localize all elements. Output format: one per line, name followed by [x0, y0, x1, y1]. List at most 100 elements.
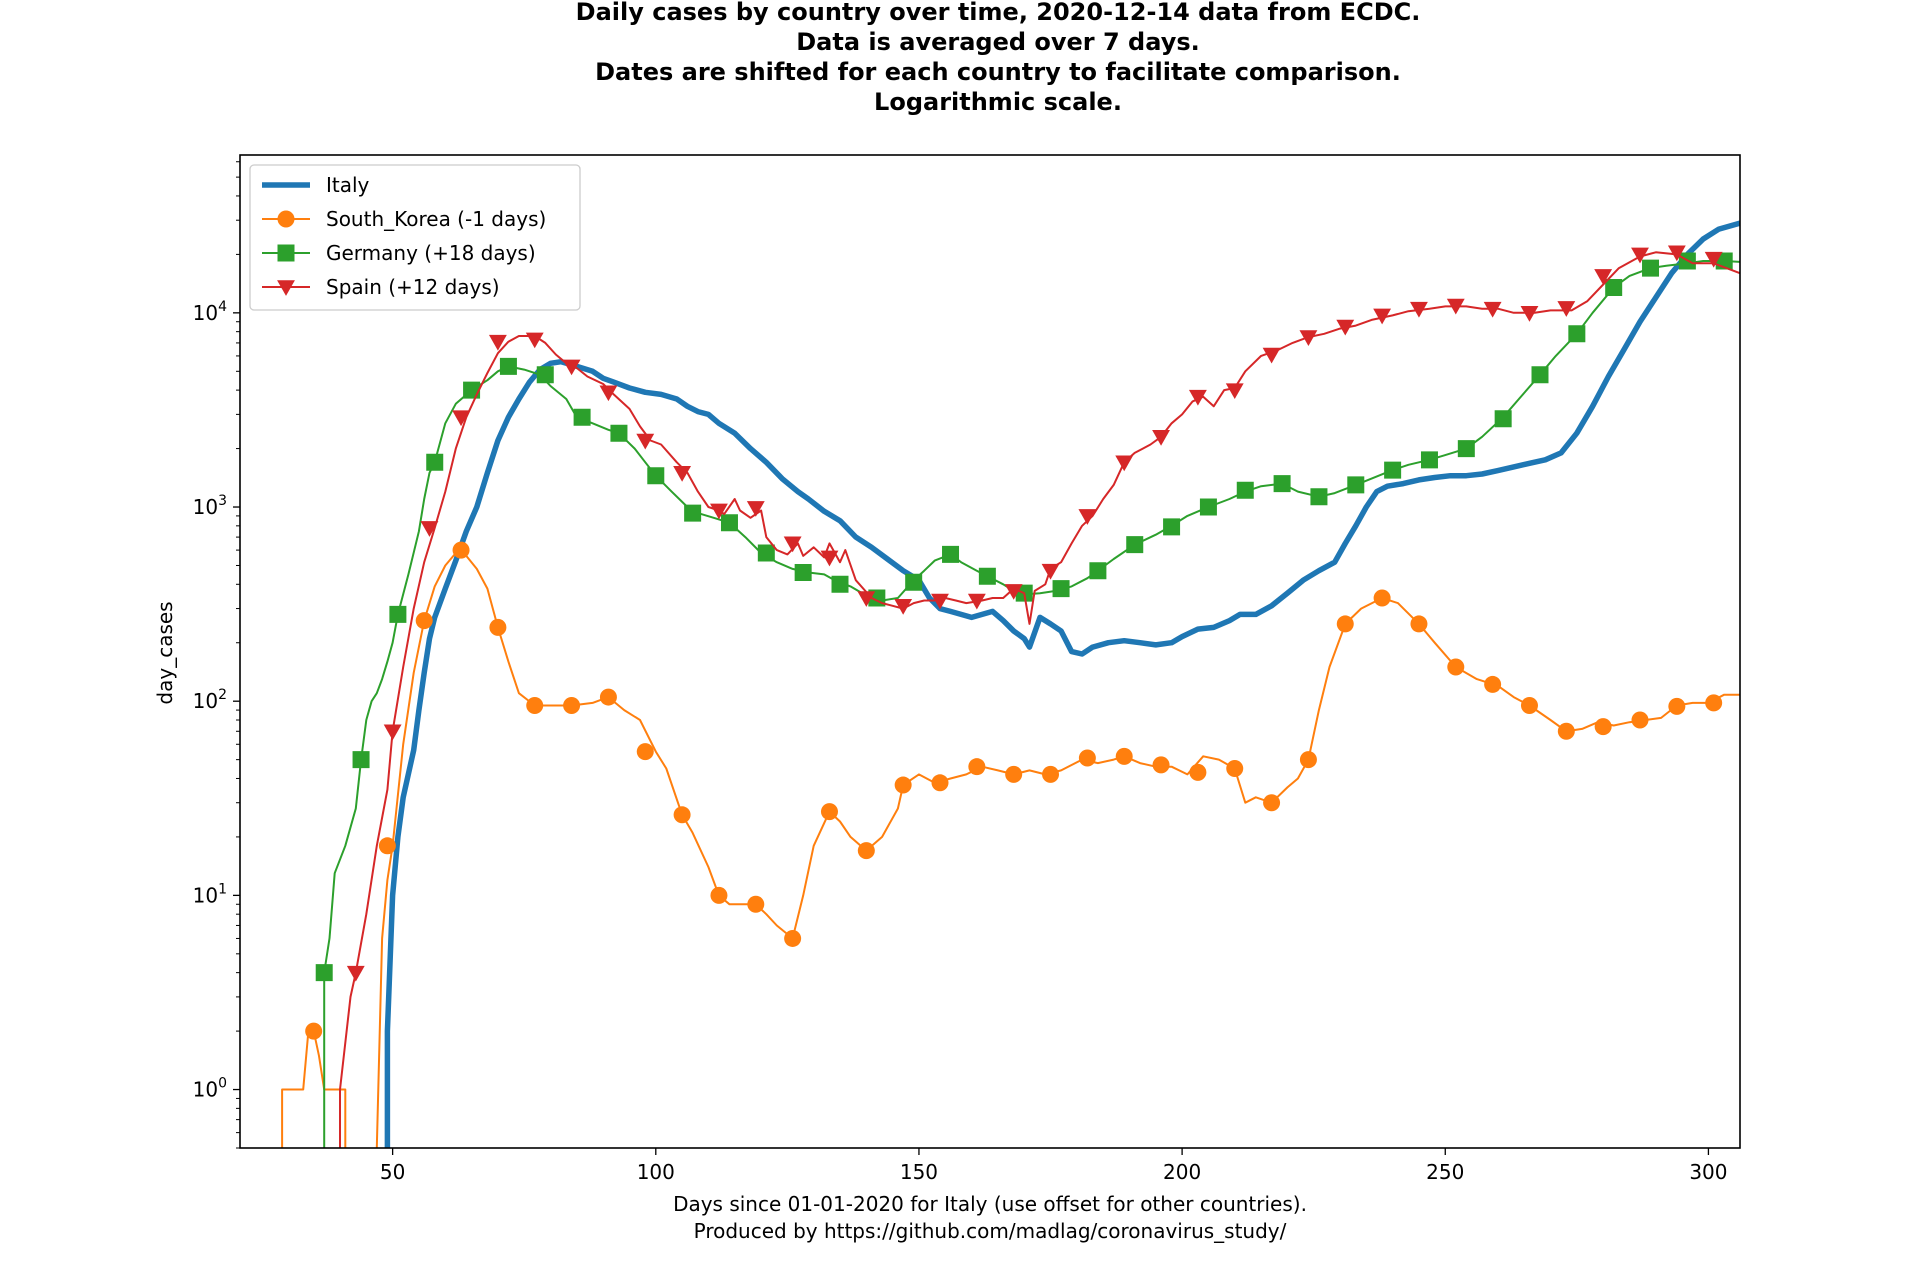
data-point-south-korea	[1005, 765, 1023, 783]
data-point-spain	[1262, 347, 1281, 364]
data-point-south-korea	[1668, 697, 1686, 715]
data-point-spain	[1299, 330, 1318, 347]
data-point-south-korea	[894, 776, 912, 794]
data-point-germany	[315, 964, 333, 982]
data-point-south-korea	[1373, 589, 1391, 607]
data-point-south-korea	[1042, 765, 1060, 783]
data-point-spain	[894, 598, 913, 615]
data-point-germany	[1310, 488, 1328, 506]
data-point-germany	[942, 545, 960, 563]
data-point-spain	[1446, 298, 1465, 315]
data-point-south-korea	[968, 758, 986, 776]
data-point-germany	[831, 575, 849, 593]
data-point-spain	[673, 466, 692, 482]
chart-title: Daily cases by country over time, 2020-1…	[576, 0, 1421, 116]
y-axis-label: day_cases	[153, 601, 177, 704]
data-point-germany	[499, 357, 517, 375]
data-point-spain	[562, 359, 581, 376]
data-point-germany	[1642, 259, 1660, 277]
data-point-spain	[1225, 383, 1244, 400]
data-point-spain	[636, 433, 655, 450]
data-point-south-korea	[1115, 747, 1133, 765]
data-point-south-korea	[1520, 697, 1538, 715]
legend-marker-spain	[277, 280, 295, 296]
legend-marker-south-korea	[277, 210, 295, 228]
data-point-germany	[1273, 475, 1291, 493]
data-point-spain	[1078, 509, 1097, 525]
x-axis-label: Days since 01-01-2020 for Italy (use off…	[673, 1192, 1307, 1216]
data-point-spain	[931, 593, 949, 610]
data-point-germany	[1052, 580, 1070, 598]
y-tick-label: 101	[193, 881, 227, 907]
data-point-germany	[757, 544, 775, 562]
data-point-spain	[783, 536, 802, 553]
legend-box	[249, 164, 581, 311]
data-point-germany	[1568, 325, 1586, 343]
data-point-germany	[905, 573, 923, 591]
series-italy	[384, 220, 1740, 1148]
data-point-spain	[1483, 301, 1502, 318]
data-point-south-korea	[452, 541, 470, 559]
data-point-south-korea	[857, 842, 875, 860]
data-point-south-korea	[1226, 760, 1244, 778]
series-south-korea	[281, 541, 1740, 1148]
data-point-south-korea	[1336, 615, 1354, 633]
data-point-spain	[1188, 389, 1207, 406]
x-tick-label: 300	[1689, 1160, 1727, 1184]
data-point-south-korea	[305, 1022, 323, 1040]
data-point-germany	[463, 381, 481, 399]
data-point-germany	[1494, 410, 1512, 428]
data-point-germany	[389, 605, 407, 623]
data-point-south-korea	[931, 774, 949, 792]
data-point-south-korea	[526, 697, 544, 715]
y-axis: 100 101 102 103 104	[193, 161, 240, 1149]
data-point-germany	[1457, 440, 1475, 458]
plot-series-area	[281, 220, 1740, 1148]
data-point-south-korea	[1263, 794, 1281, 812]
data-point-germany	[1163, 518, 1181, 536]
data-point-south-korea	[636, 743, 654, 761]
data-point-spain	[452, 410, 470, 427]
title-line-3: Dates are shifted for each country to fa…	[595, 58, 1401, 86]
title-line-1: Daily cases by country over time, 2020-1…	[576, 0, 1421, 26]
data-point-spain	[1667, 245, 1686, 262]
data-point-germany	[573, 408, 591, 426]
data-point-germany	[684, 504, 702, 522]
data-point-germany	[1420, 451, 1438, 469]
legend-label-south-korea: South_Korea (-1 days)	[326, 207, 546, 231]
x-tick-label: 150	[900, 1160, 938, 1184]
y-tick-label: 104	[193, 299, 227, 325]
data-point-germany	[794, 564, 812, 582]
data-point-spain	[599, 385, 618, 402]
legend-marker-germany	[277, 244, 295, 262]
y-tick-label: 102	[193, 687, 227, 713]
data-point-spain	[1373, 308, 1392, 325]
series-germany	[315, 252, 1740, 1148]
data-point-south-korea	[784, 929, 802, 947]
data-point-spain	[857, 591, 876, 607]
data-point-germany	[1605, 279, 1623, 297]
data-point-south-korea	[1299, 751, 1317, 769]
data-point-spain	[820, 550, 839, 567]
legend: Italy South_Korea (-1 days) Germany (+18 d…	[249, 164, 581, 311]
data-point-south-korea	[563, 697, 581, 715]
data-point-spain	[1115, 455, 1134, 472]
data-point-germany	[426, 453, 444, 471]
data-point-germany	[1236, 481, 1254, 499]
data-point-germany	[1531, 366, 1549, 384]
x-tick-label: 100	[637, 1160, 675, 1184]
data-point-spain	[383, 724, 402, 741]
data-point-spain	[346, 965, 365, 982]
x-tick-label: 50	[380, 1160, 405, 1184]
data-point-germany	[610, 424, 628, 442]
data-point-spain	[1520, 306, 1539, 322]
data-point-spain	[1336, 319, 1355, 336]
data-point-south-korea	[673, 806, 691, 824]
footer-credit: Produced by https://github.com/madlag/co…	[694, 1219, 1287, 1243]
title-line-4: Logarithmic scale.	[874, 88, 1122, 116]
x-axis: 50 100 150 200 250 300	[380, 1148, 1728, 1184]
data-point-germany	[536, 366, 554, 384]
data-point-south-korea	[599, 688, 617, 706]
data-point-germany	[647, 467, 665, 485]
